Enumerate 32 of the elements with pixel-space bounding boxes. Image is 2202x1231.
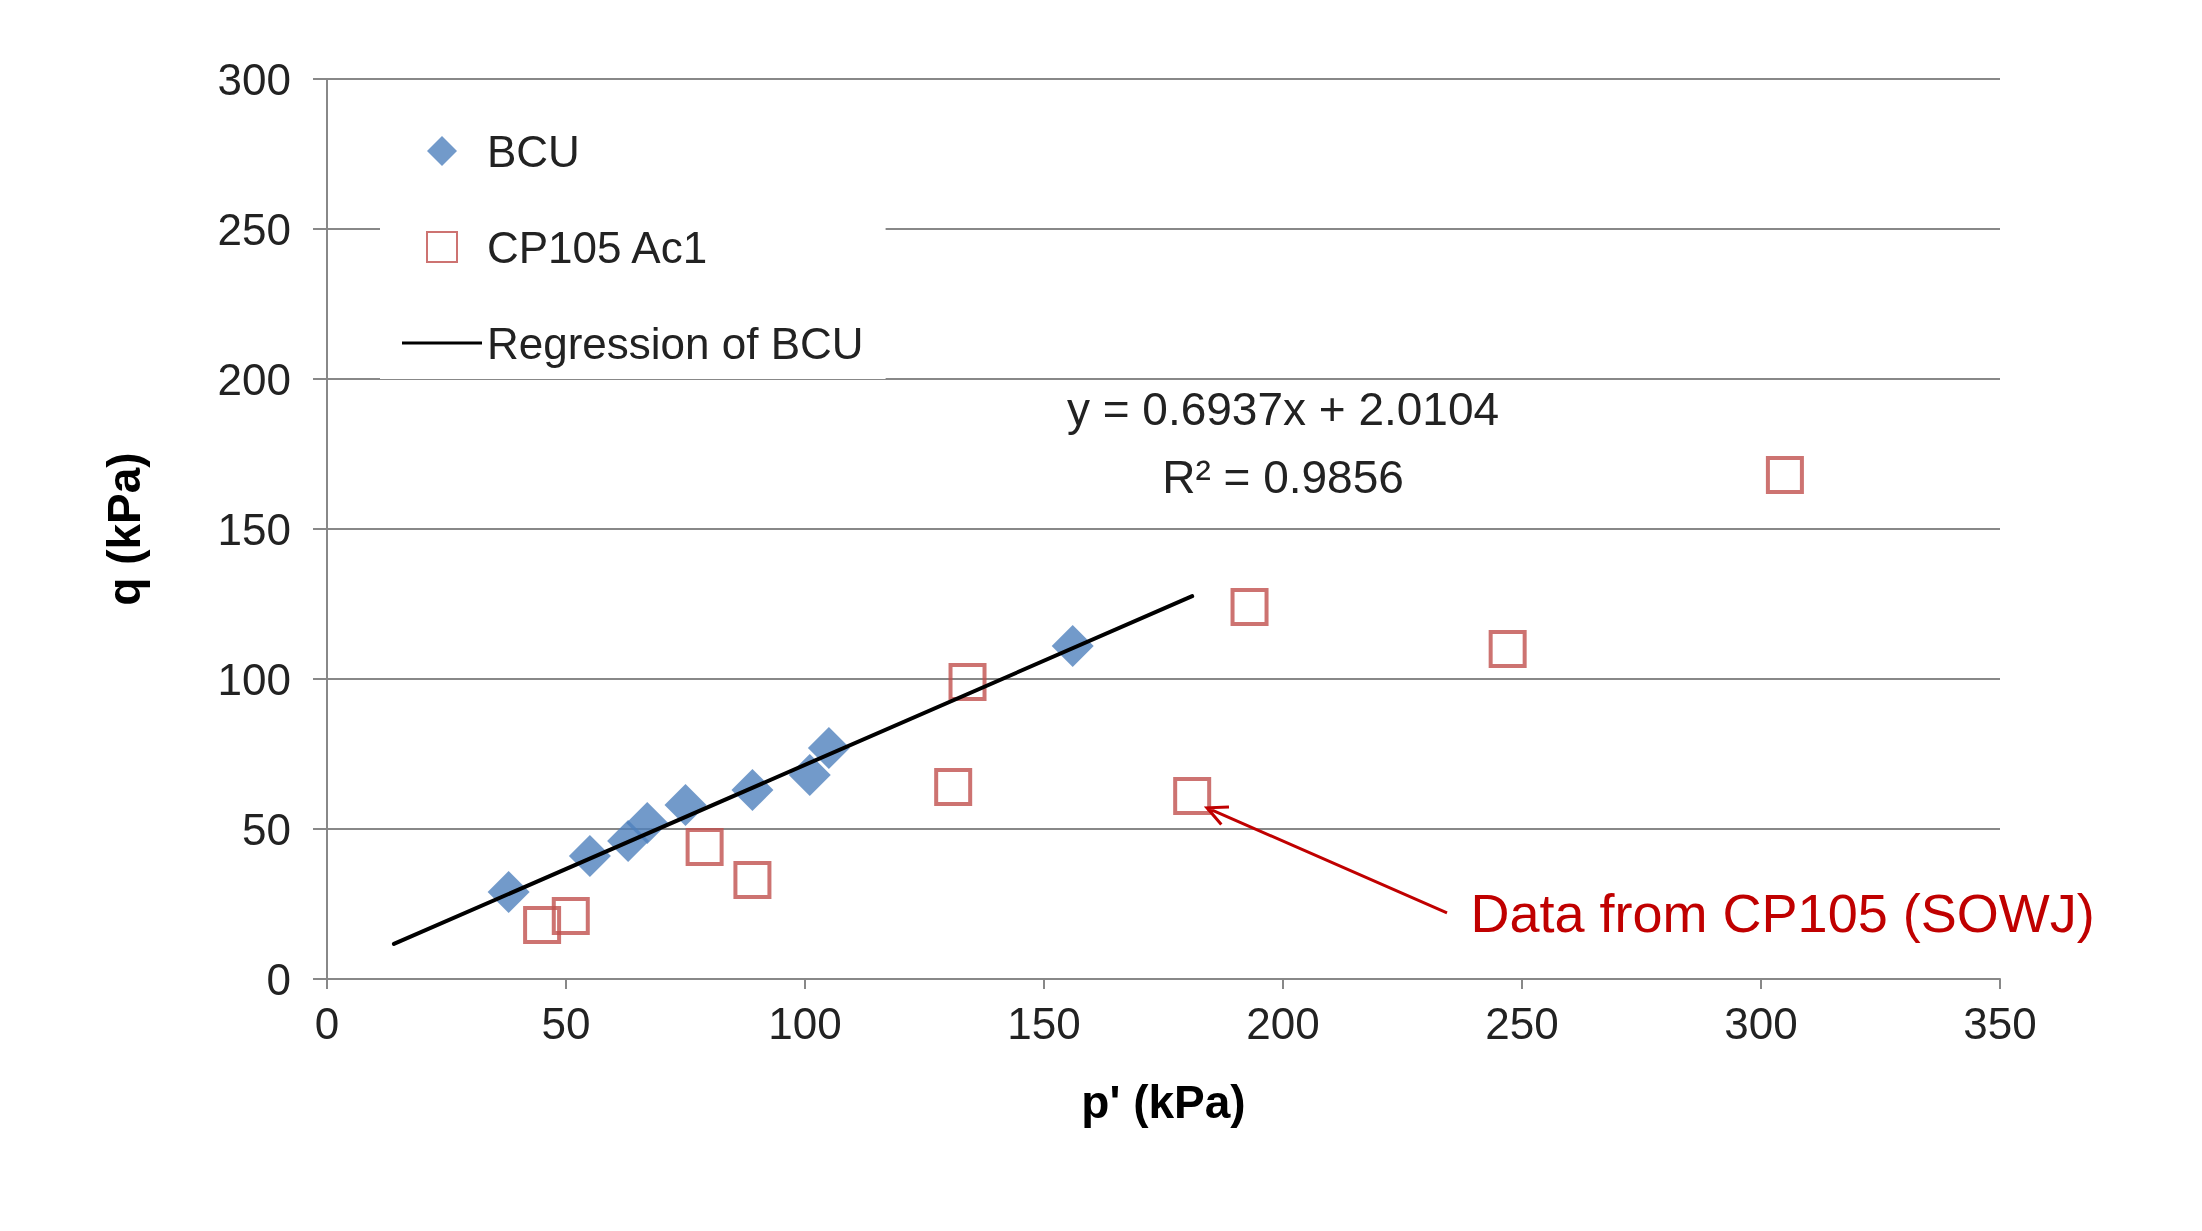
- y-tick-label: 100: [217, 654, 291, 704]
- y-tick-label: 250: [217, 204, 291, 254]
- point: [523, 906, 562, 944]
- x-tick-label: 150: [1007, 998, 1081, 1048]
- point: [733, 861, 772, 899]
- x-tick-label: 300: [1724, 998, 1798, 1048]
- x-tick-label: 200: [1246, 998, 1320, 1048]
- x-tick-label: 250: [1485, 998, 1559, 1048]
- y-tick-label: 300: [217, 54, 291, 104]
- y-tick-label: 200: [217, 354, 291, 404]
- annotation: y = 0.6937x + 2.0104: [1066, 383, 1500, 435]
- point: [934, 768, 973, 806]
- x-tick-label: 350: [1963, 998, 2037, 1048]
- annotation: Data from CP105 (SOWJ): [1470, 883, 2095, 943]
- x-tick-label: 0: [314, 998, 340, 1048]
- legend-label: BCU: [487, 126, 580, 176]
- legend-label: CP105 Ac1: [487, 222, 708, 272]
- y-tick-label: 150: [217, 504, 291, 554]
- point: [551, 897, 590, 935]
- point: [1230, 588, 1269, 626]
- point: [1765, 456, 1804, 494]
- x-tick-label: 50: [541, 998, 591, 1048]
- x-tick-label: 100: [768, 998, 842, 1048]
- point: [1488, 630, 1527, 668]
- y-tick-label: 50: [242, 804, 291, 854]
- point: [685, 828, 724, 866]
- x-axis-title: p' (kPa): [1081, 1076, 1246, 1128]
- y-tick-label: 0: [266, 954, 291, 1004]
- y-axis-title: q (kPa): [98, 452, 150, 606]
- annotation: R² = 0.9856: [1162, 451, 1404, 503]
- point: [1173, 777, 1212, 815]
- legend-label: Regression of BCU: [487, 318, 864, 368]
